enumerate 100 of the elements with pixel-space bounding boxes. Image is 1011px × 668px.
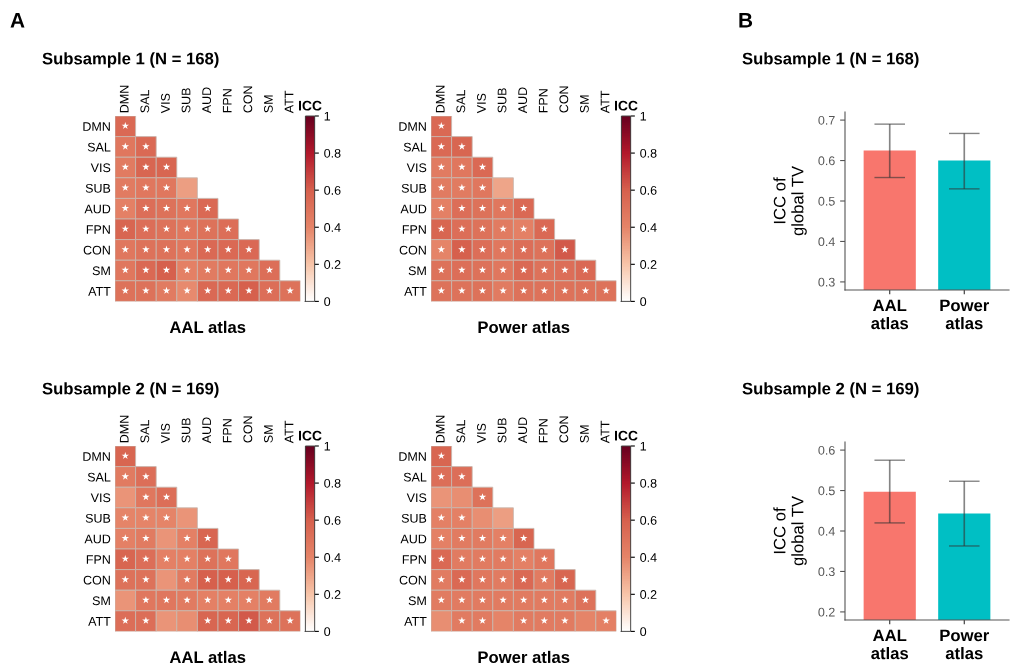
data-label: ★ — [245, 575, 253, 583]
data-label: ★ — [224, 266, 233, 274]
data-label: ★ — [142, 245, 150, 253]
y-tick-label: DMN — [399, 122, 426, 131]
data-label: ★ — [121, 513, 130, 521]
data-label: ★ — [183, 245, 191, 253]
data-label: ★ — [437, 266, 446, 274]
data-label: ★ — [540, 245, 549, 253]
color-bar-label: 0 — [324, 297, 331, 307]
x-tick-label: DMN — [435, 415, 445, 443]
data-label: ★ — [478, 204, 487, 212]
data-label: ★ — [224, 554, 233, 563]
x-tick-label: VIS — [161, 423, 170, 444]
data-label: ★ — [437, 472, 446, 480]
color-bar-label: 0 — [640, 297, 647, 307]
x-tick-label: CON — [559, 416, 569, 443]
data-label: ★ — [437, 204, 446, 212]
data-label: ★ — [478, 163, 487, 171]
data-label: ★ — [286, 616, 294, 624]
data-label: ★ — [561, 266, 569, 274]
data-label: ★ — [458, 183, 466, 191]
data-label: ★ — [519, 286, 528, 294]
x-tick-label: AUD — [518, 87, 528, 114]
data-label: ★ — [519, 575, 528, 583]
y-axis-title: ICC of global TV — [773, 496, 807, 566]
y-tick-label: DMN — [399, 452, 426, 461]
y-tick-label: SM — [408, 266, 426, 276]
y-tick-label: 0.3 — [818, 567, 835, 577]
data-label: ★ — [203, 245, 212, 253]
data-label: ★ — [437, 575, 446, 583]
x-tick-label: SUB — [181, 418, 191, 443]
data-label: ★ — [540, 554, 549, 563]
y-tick-label: SAL — [87, 142, 111, 152]
data-label: ★ — [265, 616, 274, 624]
y-tick-label: 0.2 — [818, 607, 835, 617]
color-bar-label: 0.8 — [640, 478, 657, 488]
y-tick-label: SM — [408, 596, 426, 606]
y-tick-label: 0.4 — [818, 237, 835, 247]
data-label: ★ — [561, 575, 569, 583]
x-tick-label: SUB — [497, 88, 507, 113]
data-label: ★ — [121, 183, 130, 191]
data-label: ★ — [458, 554, 466, 563]
data-label: ★ — [540, 224, 549, 233]
data-label: ★ — [245, 596, 253, 604]
data-label: ★ — [437, 513, 446, 521]
y-tick-label: VIS — [406, 493, 427, 503]
y-tick-label: SM — [92, 266, 110, 276]
y-tick-label: 0.7 — [818, 115, 835, 125]
y-tick-label: 0.6 — [818, 445, 835, 455]
data-label: ★ — [540, 266, 549, 274]
data-label: ★ — [519, 245, 528, 253]
color-bar-label: 0.8 — [324, 148, 341, 158]
color-bar-label: 1 — [324, 441, 331, 451]
data-label: ★ — [203, 266, 212, 274]
data-label: ★ — [162, 266, 171, 274]
y-tick-label: FPN — [402, 555, 426, 564]
color-bar-label: 1 — [640, 441, 647, 451]
y-tick-label: 0.5 — [818, 486, 835, 496]
data-label: ★ — [162, 204, 171, 212]
color-bar-label: 0.6 — [324, 515, 341, 525]
data-label: ★ — [245, 245, 253, 253]
x-tick-label: VIS — [477, 423, 486, 444]
x-tick-label: AUD — [202, 417, 212, 444]
data-label: ★ — [142, 493, 150, 501]
data-label: ★ — [142, 163, 150, 171]
y-tick-label: SUB — [401, 183, 427, 193]
color-bar-title: ICC — [615, 100, 638, 111]
color-bar-label: 1 — [640, 111, 647, 121]
data-label: ★ — [540, 286, 549, 294]
y-tick-label: CON — [399, 575, 426, 585]
data-label: ★ — [478, 245, 487, 253]
data-label: ★ — [437, 163, 446, 171]
color-bar-label: 0.6 — [640, 185, 657, 195]
color-bar-label: 0 — [640, 627, 647, 637]
data-label: ★ — [121, 163, 130, 171]
data-label: ★ — [121, 534, 130, 542]
color-bar-label: 0.4 — [324, 223, 341, 232]
data-label: ★ — [437, 142, 446, 150]
y-tick-label: VIS — [406, 163, 427, 173]
data-label: ★ — [121, 224, 130, 233]
data-label: ★ — [478, 266, 487, 274]
x-tick-label: DMN — [119, 85, 129, 113]
y-tick-label: SAL — [403, 142, 427, 152]
x-tick-label: SAL — [456, 90, 466, 113]
data-label: ★ — [499, 575, 507, 583]
data-label: ★ — [265, 266, 274, 274]
data-label: ★ — [437, 451, 446, 460]
data-label: ★ — [458, 513, 466, 521]
data-label: ★ — [203, 534, 212, 542]
data-label: ★ — [183, 224, 191, 233]
data-label: ★ — [183, 286, 191, 294]
color-bar-label: 0.8 — [324, 478, 341, 488]
x-tick-label: SAL — [140, 90, 150, 113]
data-label: ★ — [581, 286, 590, 294]
data-label: ★ — [519, 554, 528, 563]
x-tick-label: DMN — [435, 85, 445, 113]
data-label: ★ — [478, 224, 487, 233]
y-tick-label: CON — [83, 245, 110, 255]
y-tick-label: FPN — [86, 555, 110, 564]
x-tick-label: ATT — [600, 90, 610, 114]
